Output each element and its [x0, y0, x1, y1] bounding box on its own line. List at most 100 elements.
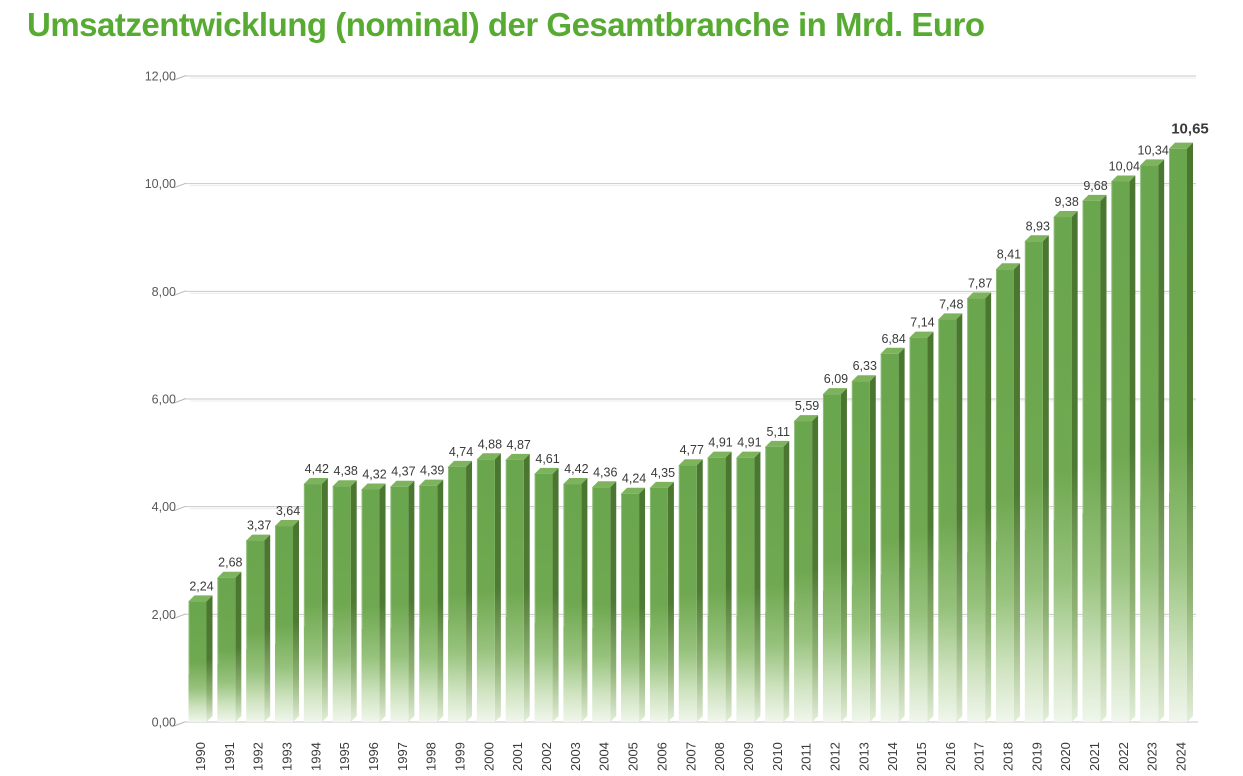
bar-top-face	[303, 478, 328, 485]
x-axis-year-label: 2013	[856, 742, 871, 771]
x-axis-year-label: 2002	[539, 742, 554, 771]
bar-side-face	[927, 331, 934, 722]
bar-value-label: 4,24	[622, 472, 646, 486]
bar	[592, 487, 611, 722]
bar	[822, 394, 841, 722]
bar-top-face	[1053, 211, 1078, 218]
bar	[217, 577, 236, 722]
bar-side-face	[350, 480, 357, 722]
bar-top-face	[505, 453, 530, 460]
bar-value-label: 4,91	[708, 436, 732, 450]
chart-title: Umsatzentwicklung (nominal) der Gesamtbr…	[27, 6, 985, 43]
bar-top-face	[1140, 159, 1165, 166]
bar-top-face	[938, 313, 963, 320]
bar-top-face	[995, 263, 1020, 270]
bar-side-face	[581, 478, 588, 722]
bar-value-label: 2,24	[189, 579, 213, 593]
x-axis-year-label: 2010	[770, 742, 785, 771]
bar-top-face	[361, 483, 386, 490]
bar-top-face	[851, 375, 876, 382]
bar-value-label: 2,68	[218, 556, 242, 570]
bar-top-face	[1111, 175, 1136, 182]
bar-top-face	[275, 520, 300, 527]
x-axis-year-label: 1998	[424, 742, 439, 771]
y-axis-tick	[173, 182, 187, 189]
bar-value-label: 4,42	[564, 462, 588, 476]
bar	[361, 489, 380, 722]
bar-top-face	[188, 595, 213, 602]
bar-value-label: 4,35	[651, 466, 675, 480]
x-axis-year-label: 1997	[395, 742, 410, 771]
bar-top-face	[563, 478, 588, 485]
x-axis-year-label: 2007	[683, 742, 698, 771]
bar-side-face	[494, 453, 501, 722]
bar-side-face	[725, 451, 732, 722]
bar	[765, 446, 784, 722]
bar	[649, 487, 668, 722]
x-axis-year-label: 2018	[1000, 742, 1015, 771]
bar-side-face	[523, 453, 530, 722]
y-axis-tick-label: 8,00	[152, 285, 176, 299]
bar-side-face	[1187, 142, 1193, 723]
x-axis-year-label: 2000	[481, 742, 496, 771]
x-axis-year-label: 2006	[654, 742, 669, 771]
x-axis-year-label: 2009	[741, 742, 756, 771]
bar-side-face	[754, 451, 761, 722]
bar-side-face	[639, 487, 646, 722]
bar	[476, 459, 495, 722]
y-axis-tick	[173, 398, 187, 404]
bar-side-face	[1129, 175, 1136, 723]
bar-value-label: 4,36	[593, 465, 617, 479]
bar-value-label: 3,64	[276, 504, 300, 518]
bar-side-face	[783, 440, 790, 722]
bar-top-face	[419, 479, 444, 486]
bar	[448, 466, 467, 722]
bar-value-label: 5,59	[795, 399, 819, 413]
bar-top-face	[909, 331, 934, 338]
bar-side-face	[840, 388, 847, 722]
bar-side-face	[1100, 194, 1107, 723]
y-axis-tick-label: 4,00	[152, 500, 176, 514]
bar-top-face	[736, 451, 761, 458]
bar	[332, 486, 351, 722]
bar-side-face	[696, 459, 703, 722]
bar-top-face	[822, 388, 847, 395]
bar-value-label: 7,87	[968, 276, 992, 290]
bar-side-face	[206, 595, 213, 722]
x-axis-year-label: 2015	[914, 742, 929, 771]
bar	[995, 269, 1014, 722]
bar-value-label: 6,84	[881, 332, 905, 346]
x-axis-year-label: 2014	[885, 742, 900, 771]
x-axis-year-label: 2001	[510, 742, 525, 771]
bar	[707, 457, 726, 722]
y-axis-tick-label: 0,00	[152, 716, 176, 730]
bar-value-label: 10,04	[1109, 160, 1140, 174]
x-axis-year-label: 2022	[1116, 742, 1131, 771]
x-axis-year-label: 2008	[712, 742, 727, 771]
bar-side-face	[1158, 159, 1165, 722]
x-axis-year-label: 2004	[597, 742, 612, 771]
x-axis-year-label: 2005	[626, 742, 641, 771]
bar	[909, 337, 928, 722]
x-axis-year-label: 1994	[308, 742, 323, 771]
bar-side-face	[235, 571, 242, 722]
bar-top-face	[476, 453, 501, 460]
x-axis-year-label: 2011	[799, 743, 814, 771]
bar	[880, 353, 899, 722]
bar-side-face	[552, 467, 559, 722]
bar	[1053, 217, 1072, 722]
y-axis-tick	[173, 290, 187, 296]
bar-value-label: 4,87	[507, 438, 531, 452]
x-axis-year-label: 2024	[1174, 742, 1189, 771]
y-axis-tick	[173, 75, 187, 81]
bar	[1024, 241, 1043, 723]
bar-side-face	[379, 483, 386, 722]
x-axis-year-label: 2012	[827, 742, 842, 771]
bar-side-face	[985, 292, 992, 722]
bar-top-face	[448, 460, 473, 467]
x-axis-year-label: 2017	[972, 742, 987, 771]
bar	[1111, 181, 1130, 723]
bar-top-face	[794, 415, 819, 422]
x-axis-year-label: 1996	[366, 742, 381, 771]
